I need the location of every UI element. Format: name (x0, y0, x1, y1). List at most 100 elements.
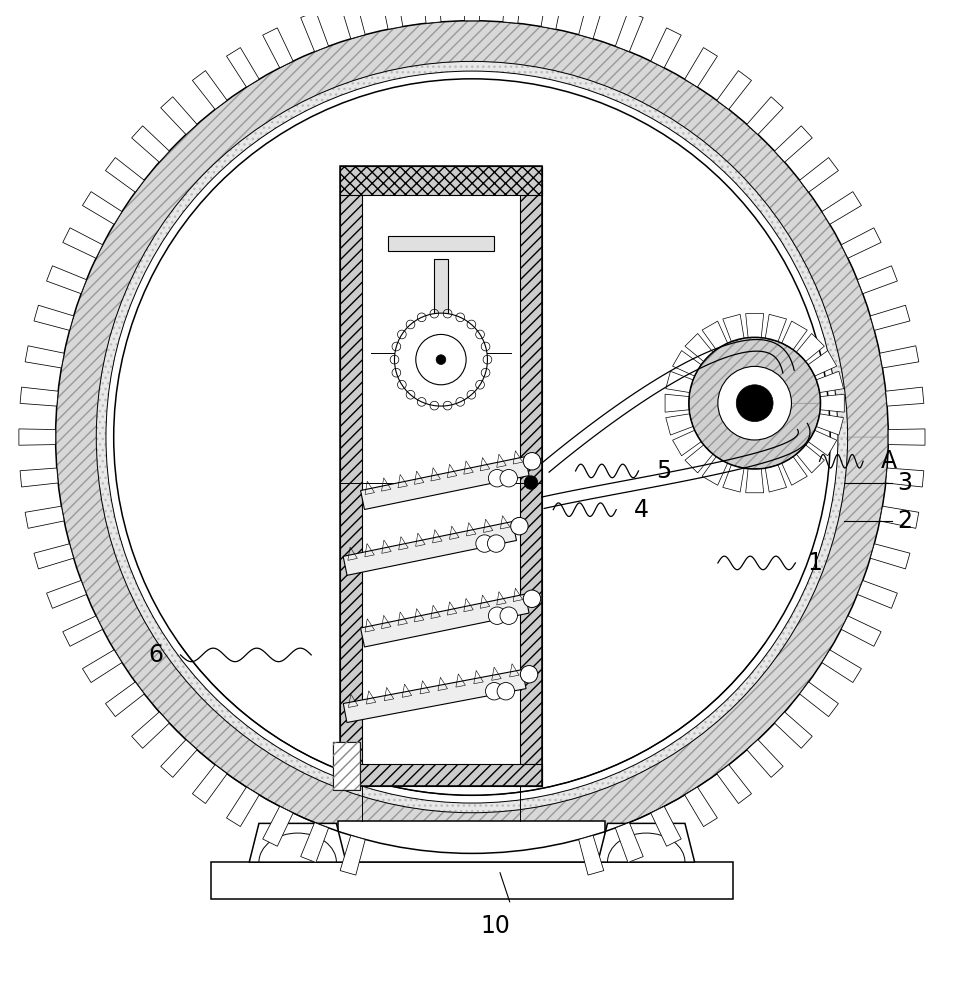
Polygon shape (886, 387, 923, 406)
Polygon shape (106, 158, 145, 192)
Polygon shape (817, 414, 844, 435)
Polygon shape (685, 333, 713, 362)
Polygon shape (20, 468, 58, 487)
Polygon shape (211, 862, 733, 899)
Polygon shape (702, 321, 727, 350)
Polygon shape (226, 787, 259, 827)
Polygon shape (796, 445, 824, 473)
Polygon shape (226, 48, 259, 87)
Polygon shape (34, 305, 74, 330)
Polygon shape (673, 430, 701, 456)
Polygon shape (464, 0, 480, 21)
Polygon shape (765, 314, 787, 342)
Circle shape (520, 666, 538, 683)
Circle shape (114, 79, 830, 795)
Circle shape (736, 385, 773, 422)
Circle shape (436, 355, 446, 364)
Polygon shape (83, 650, 122, 683)
Polygon shape (747, 97, 784, 134)
Circle shape (476, 535, 493, 552)
Polygon shape (685, 48, 718, 87)
Circle shape (416, 334, 466, 385)
Polygon shape (360, 457, 529, 509)
Polygon shape (702, 457, 727, 485)
Text: 2: 2 (897, 509, 912, 533)
Polygon shape (20, 387, 58, 406)
Text: A: A (881, 449, 896, 473)
Polygon shape (422, 0, 441, 23)
Circle shape (500, 607, 518, 624)
Polygon shape (250, 823, 346, 862)
Polygon shape (192, 71, 227, 109)
Polygon shape (747, 740, 784, 777)
Polygon shape (25, 346, 64, 368)
Polygon shape (263, 28, 293, 68)
Polygon shape (25, 506, 64, 528)
Polygon shape (160, 97, 197, 134)
Polygon shape (360, 594, 529, 647)
Text: 5: 5 (655, 459, 671, 483)
Circle shape (524, 476, 538, 489)
Polygon shape (688, 337, 820, 469)
Polygon shape (579, 0, 604, 39)
Circle shape (486, 683, 503, 700)
Polygon shape (616, 12, 643, 52)
Polygon shape (651, 28, 682, 68)
Polygon shape (55, 21, 888, 853)
Polygon shape (841, 228, 881, 258)
Polygon shape (381, 0, 403, 29)
Polygon shape (579, 835, 604, 875)
Polygon shape (775, 712, 813, 748)
Polygon shape (651, 806, 682, 846)
Polygon shape (340, 764, 542, 786)
Polygon shape (263, 806, 293, 846)
Polygon shape (301, 823, 328, 862)
Polygon shape (63, 228, 103, 258)
Polygon shape (503, 0, 521, 23)
Polygon shape (799, 158, 838, 192)
Polygon shape (817, 371, 844, 393)
Text: 6: 6 (149, 643, 163, 667)
Circle shape (487, 535, 505, 552)
Polygon shape (666, 414, 693, 435)
Polygon shape (541, 0, 563, 29)
Polygon shape (746, 469, 763, 493)
Polygon shape (808, 430, 837, 456)
Polygon shape (338, 821, 605, 862)
Polygon shape (796, 333, 824, 362)
Polygon shape (775, 126, 813, 162)
Polygon shape (132, 126, 169, 162)
Circle shape (523, 590, 541, 607)
Circle shape (394, 313, 487, 406)
Polygon shape (340, 166, 361, 786)
Polygon shape (160, 740, 197, 777)
Polygon shape (888, 429, 925, 445)
Polygon shape (301, 12, 328, 52)
Polygon shape (63, 616, 103, 646)
Polygon shape (340, 166, 542, 786)
Circle shape (500, 470, 518, 487)
Polygon shape (47, 266, 86, 294)
Polygon shape (106, 682, 145, 717)
Polygon shape (821, 192, 861, 224)
Text: 1: 1 (807, 551, 821, 575)
Polygon shape (340, 0, 365, 39)
Circle shape (488, 607, 506, 624)
Polygon shape (387, 236, 494, 251)
Polygon shape (841, 616, 881, 646)
Polygon shape (34, 544, 74, 569)
Polygon shape (343, 521, 517, 575)
Polygon shape (821, 650, 861, 683)
Polygon shape (717, 765, 752, 804)
Polygon shape (722, 465, 744, 492)
Polygon shape (18, 429, 55, 445)
Text: 10: 10 (481, 914, 510, 938)
Polygon shape (432, 331, 450, 348)
Circle shape (523, 453, 541, 470)
Polygon shape (340, 166, 542, 195)
Polygon shape (83, 192, 122, 224)
Text: 3: 3 (897, 471, 912, 495)
Polygon shape (717, 71, 752, 109)
Text: 4: 4 (634, 498, 649, 522)
Circle shape (9, 0, 935, 900)
